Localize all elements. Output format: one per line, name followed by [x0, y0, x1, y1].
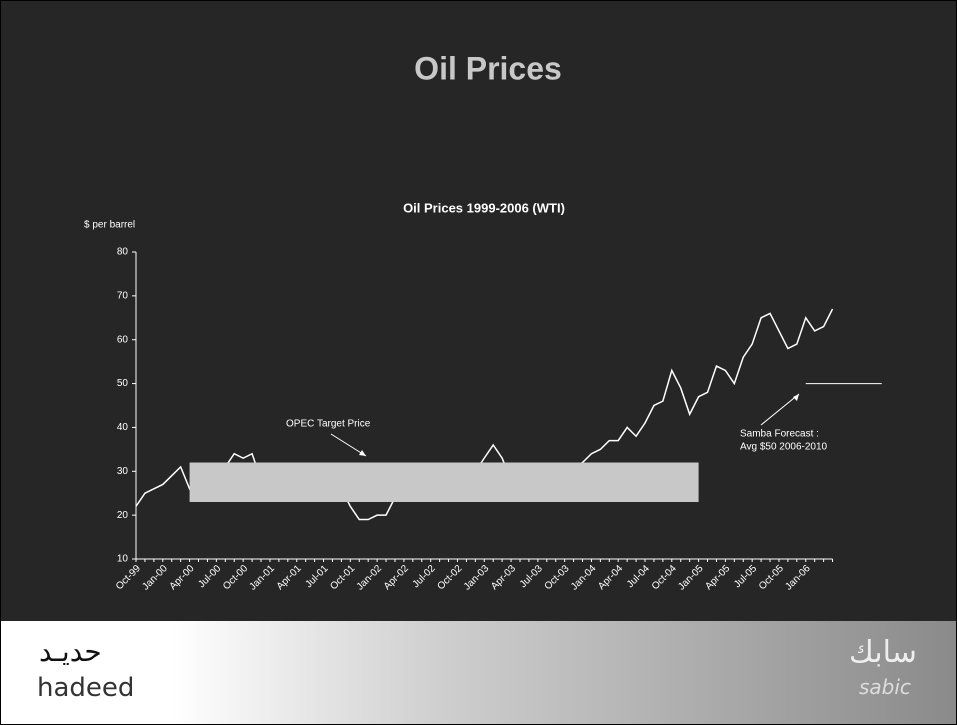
y-tick-label: 20 — [117, 510, 129, 521]
x-tick-label: Jan-00 — [140, 563, 170, 593]
x-tick-label: Oct-00 — [221, 563, 250, 592]
arrow-head — [359, 450, 366, 456]
x-tick-label: Jan-06 — [783, 563, 813, 593]
opec-band — [189, 462, 699, 502]
annotation: Samba Forecast : — [740, 429, 819, 440]
x-tick-label: Jul-05 — [732, 563, 759, 590]
x-tick-label: Jan-04 — [569, 563, 599, 593]
logo-text: sabic — [859, 675, 911, 699]
annotation: OPEC Target Price — [286, 419, 371, 430]
y-tick-label: 50 — [117, 378, 129, 389]
x-tick-label: Apr-01 — [275, 563, 304, 592]
y-tick-label: 70 — [117, 290, 129, 301]
x-tick-label: Jul-01 — [303, 563, 330, 590]
x-tick-label: Jul-03 — [518, 563, 545, 590]
x-tick-label: Oct-01 — [328, 563, 357, 592]
y-tick-label: 30 — [117, 466, 129, 477]
logo-text: hadeed — [37, 673, 135, 703]
y-tick-label: 40 — [117, 422, 129, 433]
chart-title: Oil Prices 1999-2006 (WTI) — [403, 200, 565, 215]
x-tick-label: Jan-01 — [248, 563, 278, 593]
annotation-arrow — [330, 433, 367, 457]
x-tick-label: Apr-02 — [382, 563, 411, 592]
arrow-head — [793, 394, 799, 401]
chart: Oil Prices Oil Prices 1999-2006 (WTI) $ … — [84, 50, 882, 593]
x-tick-label: Oct-02 — [435, 563, 464, 592]
y-tick-label: 60 — [117, 334, 129, 345]
x-tick-label: Jul-00 — [196, 563, 223, 590]
x-tick-label: Jul-02 — [411, 563, 438, 590]
logo-arabic: حديـد — [39, 635, 102, 668]
x-tick-label: Jan-03 — [462, 563, 492, 593]
y-axis-label: $ per barrel — [84, 220, 135, 231]
x-tick-label: Apr-00 — [168, 563, 197, 592]
x-tick-label: Jan-05 — [676, 563, 706, 593]
slide-title: Oil Prices — [414, 50, 562, 86]
y-tick-label: 80 — [117, 247, 129, 258]
price-line — [135, 308, 834, 521]
y-tick-label: 10 — [117, 554, 129, 565]
x-tick-label: Apr-04 — [596, 563, 625, 592]
logo-arabic: سابك — [849, 635, 917, 670]
x-tick-label: Oct-04 — [650, 563, 679, 592]
x-tick-label: Apr-05 — [703, 563, 732, 592]
annotation-arrow — [760, 393, 800, 426]
x-tick-label: Apr-03 — [489, 563, 518, 592]
x-tick-label: Jan-02 — [355, 563, 385, 593]
x-tick-label: Jul-04 — [625, 563, 652, 590]
annotation: Avg $50 2006-2010 — [740, 442, 828, 453]
x-tick-label: Oct-05 — [757, 563, 786, 592]
footer: حديـد hadeed سابك sabic — [1, 621, 956, 724]
x-tick-label: Oct-99 — [114, 563, 143, 592]
x-tick-label: Oct-03 — [543, 563, 572, 592]
